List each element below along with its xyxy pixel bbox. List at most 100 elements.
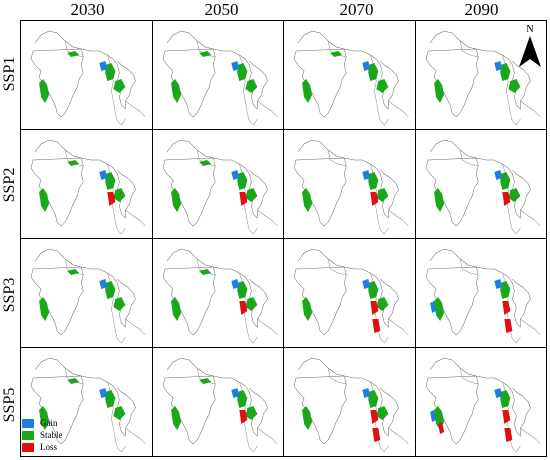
- stable-area: [170, 406, 181, 430]
- gain-area: [362, 279, 371, 289]
- gain-area: [493, 170, 502, 180]
- stable-area: [198, 378, 211, 384]
- stable-area: [198, 51, 211, 57]
- loss-area: [372, 428, 381, 442]
- loss-area: [238, 192, 247, 206]
- region-map: [30, 357, 146, 453]
- region-map: [30, 30, 146, 126]
- country-boundary: [293, 248, 399, 336]
- gain-area: [493, 61, 502, 71]
- north-arrow-icon: [519, 36, 541, 67]
- gain-area: [230, 170, 239, 180]
- stable-area: [39, 406, 50, 430]
- region-map: [162, 30, 278, 126]
- stable-area: [39, 188, 50, 212]
- stable-area: [170, 79, 181, 103]
- stable-area: [507, 79, 520, 93]
- stable-area: [376, 79, 389, 93]
- stable-area: [368, 390, 379, 408]
- map-panel-ssp1-2050: [151, 20, 284, 130]
- map-panel-ssp2-2030: [20, 129, 153, 239]
- gain-area: [362, 170, 371, 180]
- column-header-2050: 2050: [204, 0, 239, 19]
- region-map: [293, 30, 409, 126]
- gain-area: [99, 279, 108, 289]
- map-panel-ssp5-2030: [20, 347, 153, 457]
- gain-area: [362, 388, 371, 398]
- stable-area: [113, 188, 126, 202]
- gain-area: [362, 61, 371, 71]
- map-panel-ssp5-2050: [151, 347, 284, 457]
- stable-area: [236, 281, 247, 299]
- loss-area: [501, 192, 510, 206]
- region-map: [425, 248, 541, 344]
- row-header-ssp2: SSP2: [0, 130, 20, 240]
- loss-area: [372, 319, 381, 333]
- column-header-2090: 2090: [464, 0, 499, 19]
- loss-area: [503, 428, 512, 442]
- map-panel-ssp3-2050: [151, 238, 284, 348]
- legend-label: Loss: [40, 442, 58, 452]
- country-boundary: [162, 357, 268, 445]
- country-boundary: [30, 248, 136, 336]
- country-boundary: [30, 139, 136, 227]
- stable-area: [39, 79, 50, 103]
- stable-area: [105, 63, 116, 81]
- map-panel-ssp1-2070: [283, 20, 416, 130]
- stable-area: [170, 188, 181, 212]
- legend-item-gain: Gain: [22, 417, 63, 429]
- stable-area: [499, 281, 510, 299]
- loss-area: [238, 301, 247, 315]
- stable-area: [105, 390, 116, 408]
- stable-area: [302, 188, 313, 212]
- stable-area: [499, 63, 510, 81]
- stable-area: [113, 79, 126, 93]
- stable-area: [67, 378, 80, 384]
- stable-area: [499, 390, 510, 408]
- row-header-label: SSP2: [1, 167, 18, 203]
- map-panel-ssp3-2070: [283, 238, 416, 348]
- gain-area: [429, 301, 436, 313]
- loss-area: [503, 319, 512, 333]
- internal-boundary: [459, 258, 541, 344]
- loss-area: [370, 301, 379, 315]
- map-panel-ssp3-2030: [20, 238, 153, 348]
- internal-boundary: [327, 149, 409, 235]
- loss-area: [437, 422, 444, 434]
- row-header-label: SSP1: [1, 56, 18, 92]
- gain-area: [230, 388, 239, 398]
- row-header-ssp1: SSP1: [0, 19, 20, 129]
- region-map: [30, 139, 146, 235]
- stable-area: [198, 269, 211, 275]
- loss-area: [501, 410, 510, 424]
- loss-area: [238, 410, 247, 424]
- stable-area: [113, 297, 126, 311]
- country-boundary: [425, 139, 531, 227]
- gain-area: [99, 61, 108, 71]
- gain-area: [493, 279, 502, 289]
- region-map: [293, 357, 409, 453]
- region-map: [162, 139, 278, 235]
- map-grid: [20, 20, 547, 457]
- region-map: [162, 357, 278, 453]
- stable-area: [499, 172, 510, 190]
- stable-area: [433, 79, 444, 103]
- map-panel-ssp2-2070: [283, 129, 416, 239]
- row-header-label: SSP3: [1, 277, 18, 313]
- stable-area: [376, 188, 389, 202]
- stable-area: [67, 160, 80, 166]
- legend-label: Gain: [40, 418, 58, 428]
- gain-area: [493, 388, 502, 398]
- map-panel-ssp2-2090: [414, 129, 547, 239]
- map-panel-ssp1-2090: [414, 20, 547, 130]
- legend-swatch: [22, 442, 34, 452]
- north-label: N: [526, 24, 534, 35]
- legend-item-loss: Loss: [22, 441, 63, 453]
- stable-area: [302, 406, 313, 430]
- stable-area: [198, 160, 211, 166]
- gain-area: [230, 279, 239, 289]
- internal-boundary: [327, 258, 409, 344]
- stable-area: [433, 297, 444, 321]
- map-legend: Gain Stable Loss: [22, 417, 63, 453]
- stable-area: [236, 390, 247, 408]
